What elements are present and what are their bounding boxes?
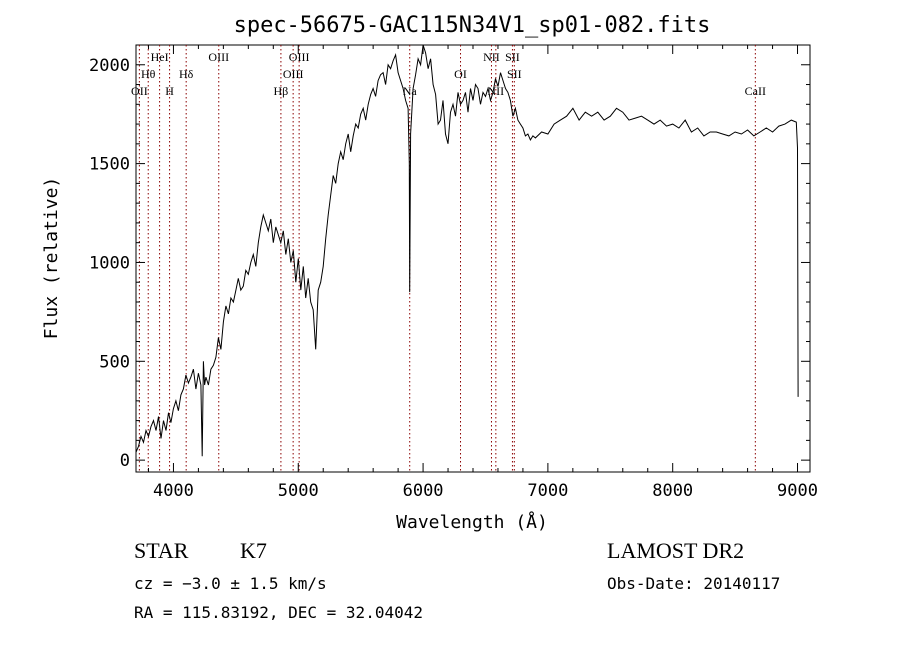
line-marker-label: Hβ [274, 84, 289, 98]
marker-labels: OIIHθHeIHHδOIIIHβOIIIOIIINaOINIINIISIISI… [131, 50, 766, 98]
x-axis: 4000 5000 6000 7000 8000 9000 [147, 45, 818, 501]
object-subclass: K7 [240, 538, 267, 563]
line-markers [138, 45, 756, 472]
line-marker-label: OIII [289, 50, 310, 64]
line-marker-label: HeI [151, 50, 169, 64]
x-tick-label: 4000 [153, 481, 194, 501]
plot-frame [135, 44, 811, 473]
line-marker-label: NII [488, 84, 505, 98]
coordinates: RA = 115.83192, DEC = 32.04042 [134, 603, 423, 622]
y-tick-label: 1500 [89, 155, 130, 175]
obs-date: Obs-Date: 20140117 [607, 574, 781, 593]
line-marker-label: SII [507, 67, 522, 81]
x-tick-label: 8000 [652, 481, 693, 501]
survey-name: LAMOST DR2 [607, 538, 745, 563]
line-marker-label: OII [131, 84, 148, 98]
object-class: STAR [134, 538, 189, 563]
y-axis-label: Flux (relative) [41, 177, 62, 340]
line-marker-label: H [165, 84, 174, 98]
y-tick-label: 1000 [89, 253, 130, 273]
line-marker-label: OIII [283, 67, 304, 81]
chart-title: spec-56675-GAC115N34V1_sp01-082.fits [234, 13, 711, 38]
x-axis-label: Wavelength (Å) [396, 511, 548, 533]
line-marker-label: OIII [208, 50, 229, 64]
redshift-text: cz = −3.0 ± 1.5 km/s [134, 574, 327, 593]
x-tick-label: 9000 [777, 481, 818, 501]
line-marker-label: NII [483, 50, 500, 64]
line-marker-label: OI [454, 67, 467, 81]
y-axis: 0 500 1000 1500 2000 [89, 56, 810, 471]
line-marker-label: CaII [745, 84, 766, 98]
line-marker-label: Hθ [141, 67, 156, 81]
y-tick-label: 500 [99, 352, 130, 372]
y-tick-label: 2000 [89, 56, 130, 76]
y-tick-label: 0 [120, 451, 130, 471]
x-tick-label: 5000 [278, 481, 319, 501]
line-marker-label: SII [505, 50, 520, 64]
line-marker-label: Hδ [179, 67, 194, 81]
x-tick-label: 7000 [527, 481, 568, 501]
spectrum-line [135, 44, 799, 457]
x-tick-label: 6000 [403, 481, 444, 501]
